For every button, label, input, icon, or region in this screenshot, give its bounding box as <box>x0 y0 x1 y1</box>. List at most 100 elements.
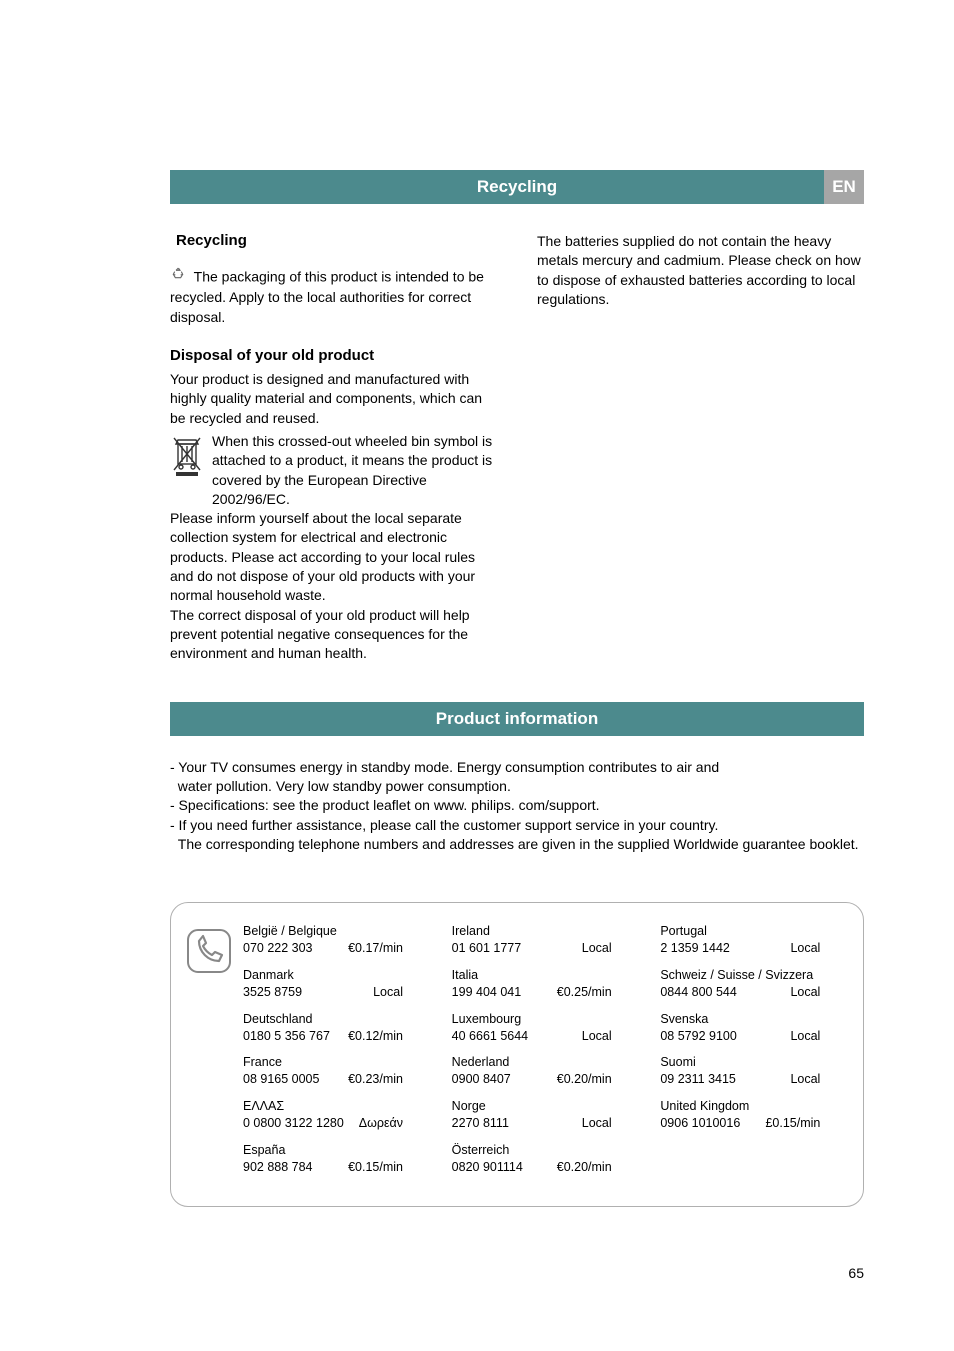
disposal-para1: Your product is designed and manufacture… <box>170 370 497 428</box>
phone-number-line: 0844 800 544 Local <box>660 984 820 1001</box>
weee-block: When this crossed-out wheeled bin symbol… <box>170 432 497 509</box>
language-badge: EN <box>824 170 864 204</box>
phone-country: België / Belgique <box>243 923 422 940</box>
phone-rate: Local <box>790 1071 820 1088</box>
phone-entry: Portugal2 1359 1442Local <box>660 923 839 957</box>
disposal-para2: Please inform yourself about the local s… <box>170 509 497 606</box>
phone-entry: Ireland01 601 1777Local <box>452 923 631 957</box>
phone-country: United Kingdom <box>660 1098 839 1115</box>
phone-number-line: 0900 8407 €0.20/min <box>452 1071 612 1088</box>
phone-rate: Local <box>790 984 820 1001</box>
left-column: Recycling The packaging of this product … <box>170 232 497 664</box>
phone-number: 08 9165 0005 <box>243 1071 319 1088</box>
phone-number: 40 6661 5644 <box>452 1028 528 1045</box>
phone-rate: €0.17/min <box>348 940 403 957</box>
phone-number: 0844 800 544 <box>660 984 736 1001</box>
phone-number-line: 2 1359 1442Local <box>660 940 820 957</box>
phone-number-line: 40 6661 5644 Local <box>452 1028 612 1045</box>
phone-number: 3525 8759 <box>243 984 302 1001</box>
lang-badge-text: EN <box>832 177 856 196</box>
phone-entry: België / Belgique070 222 303 €0.17/min <box>243 923 422 957</box>
phone-country: Danmark <box>243 967 422 984</box>
disposal-heading: Disposal of your old product <box>170 347 497 364</box>
bullet-3: - If you need further assistance, please… <box>170 816 864 835</box>
phone-number: 0906 1010016 <box>660 1115 740 1132</box>
product-info-bullets: - Your TV consumes energy in standby mod… <box>170 758 864 855</box>
phone-entry: Österreich0820 901114€0.20/min <box>452 1142 631 1176</box>
phone-number: 0820 901114 <box>452 1159 523 1176</box>
phone-rate: Local <box>582 1115 612 1132</box>
phone-rate: €0.20/min <box>557 1159 612 1176</box>
phone-number-line: 0820 901114 €0.20/min <box>452 1159 612 1176</box>
phone-country: Portugal <box>660 923 839 940</box>
phone-rate: Local <box>582 1028 612 1045</box>
phone-entry: Deutschland0180 5 356 767 €0.12/min <box>243 1011 422 1045</box>
phone-number-line: 070 222 303 €0.17/min <box>243 940 403 957</box>
phone-col-2: Ireland01 601 1777Local Italia199 404 041… <box>452 923 631 1186</box>
phone-entry: France08 9165 0005 €0.23/min <box>243 1054 422 1088</box>
phone-entry: Schweiz / Suisse / Svizzera0844 800 544 L… <box>660 967 839 1001</box>
phone-entry: Nederland0900 8407 €0.20/min <box>452 1054 631 1088</box>
phone-number: 0900 8407 <box>452 1071 511 1088</box>
phone-number-line: 08 5792 9100 Local <box>660 1028 820 1045</box>
phone-number: 070 222 303 <box>243 940 313 957</box>
phone-country: Ireland <box>452 923 631 940</box>
phone-number: 09 2311 3415 <box>660 1071 736 1088</box>
phone-number-line: 0906 1010016£0.15/min <box>660 1115 820 1132</box>
phone-icon <box>185 923 233 980</box>
packaging-text: The packaging of this product is intende… <box>170 268 484 324</box>
phone-country: Italia <box>452 967 631 984</box>
phone-entry: EΛΛAΣ0 0800 3122 1280Δωρεάν <box>243 1098 422 1132</box>
phone-number: 199 404 041 <box>452 984 522 1001</box>
phone-entry: Suomi09 2311 3415Local <box>660 1054 839 1088</box>
phone-entry: Svenska08 5792 9100 Local <box>660 1011 839 1045</box>
right-column: The batteries supplied do not contain th… <box>537 232 864 664</box>
phone-country: España <box>243 1142 422 1159</box>
phone-rate: €0.23/min <box>348 1071 403 1088</box>
product-info-header-bar: Product information <box>170 702 864 736</box>
recycle-icon <box>170 267 186 288</box>
phone-number-line: 08 9165 0005 €0.23/min <box>243 1071 403 1088</box>
phone-rate: €0.12/min <box>348 1028 403 1045</box>
phone-columns: België / Belgique070 222 303 €0.17/min Dan… <box>243 923 839 1186</box>
recycling-columns: Recycling The packaging of this product … <box>170 232 864 664</box>
phone-number: 2270 8111 <box>452 1115 509 1132</box>
header-title: Recycling <box>477 177 557 196</box>
bullet-1: - Your TV consumes energy in standby mod… <box>170 758 864 777</box>
phone-number-line: 902 888 784€0.15/min <box>243 1159 403 1176</box>
phone-number-line: 199 404 041€0.25/min <box>452 984 612 1001</box>
phone-country: Svenska <box>660 1011 839 1028</box>
phone-number-line: 3525 8759Local <box>243 984 403 1001</box>
phone-number-line: 09 2311 3415 Local <box>660 1071 820 1088</box>
phone-col-3: Portugal2 1359 1442Local Schweiz / Suisse… <box>660 923 839 1186</box>
bullet-2: - Specifications: see the product leafle… <box>170 796 864 815</box>
phone-country: France <box>243 1054 422 1071</box>
phone-number-line: 0 0800 3122 1280Δωρεάν <box>243 1115 403 1132</box>
phone-number-line: 2270 8111 Local <box>452 1115 612 1132</box>
bullet-3b: The corresponding telephone numbers and … <box>170 835 864 854</box>
page-number: 65 <box>848 1265 864 1281</box>
phone-country: Schweiz / Suisse / Svizzera <box>660 967 839 984</box>
phone-entry: Luxembourg40 6661 5644 Local <box>452 1011 631 1045</box>
phone-number: 0180 5 356 767 <box>243 1028 330 1045</box>
phone-rate: Local <box>790 1028 820 1045</box>
batteries-text: The batteries supplied do not contain th… <box>537 232 864 309</box>
phone-rate: Local <box>790 940 820 957</box>
product-info-heading: Product information <box>436 709 598 728</box>
phone-number-line: 01 601 1777Local <box>452 940 612 957</box>
phone-entry: Norge2270 8111Local <box>452 1098 631 1132</box>
phone-country: Nederland <box>452 1054 631 1071</box>
phone-number: 08 5792 9100 <box>660 1028 736 1045</box>
recycling-heading: Recycling <box>170 232 497 249</box>
disposal-para3: The correct disposal of your old product… <box>170 606 497 664</box>
phone-col-1: België / Belgique070 222 303 €0.17/min Dan… <box>243 923 422 1186</box>
phone-country: Luxembourg <box>452 1011 631 1028</box>
phone-box: België / Belgique070 222 303 €0.17/min Dan… <box>170 902 864 1207</box>
bullet-1b: water pollution. Very low standby power … <box>170 777 864 796</box>
packaging-para: The packaging of this product is intende… <box>170 267 497 327</box>
phone-number: 902 888 784 <box>243 1159 313 1176</box>
weee-bin-icon <box>170 434 204 483</box>
phone-rate: €0.20/min <box>557 1071 612 1088</box>
phone-country: Deutschland <box>243 1011 422 1028</box>
phone-rate: Δωρεάν <box>359 1115 403 1132</box>
